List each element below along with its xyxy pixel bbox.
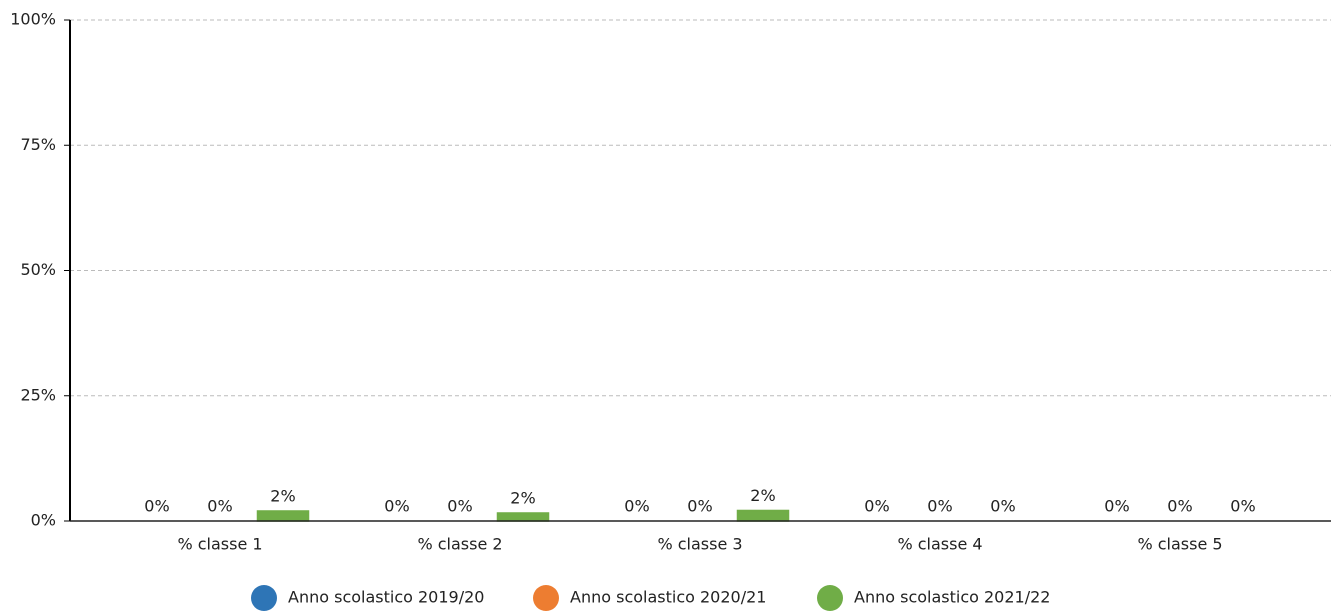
value-label: 0% [144,497,169,516]
value-label: 0% [1104,497,1129,516]
x-tick-label: % classe 1 [177,535,262,554]
value-label: 0% [624,497,649,516]
legend-label: Anno scolastico 2019/20 [288,588,484,607]
value-label: 0% [864,497,889,516]
value-label: 0% [687,497,712,516]
value-label: 0% [384,497,409,516]
value-label: 2% [750,486,775,505]
legend-label: Anno scolastico 2020/21 [570,588,766,607]
y-tick-label: 50% [20,260,56,279]
y-tick-label: 100% [10,10,56,29]
value-label: 0% [207,497,232,516]
value-label: 0% [1230,497,1255,516]
bar [496,512,550,522]
value-label: 0% [447,497,472,516]
value-label: 0% [927,497,952,516]
x-tick-label: % classe 5 [1137,535,1222,554]
value-label: 0% [990,497,1015,516]
x-tick-label: % classe 3 [657,535,742,554]
x-tick-label: % classe 2 [417,535,502,554]
y-tick-label: 25% [20,385,56,404]
bar [256,510,310,522]
bar [736,509,790,522]
x-tick-label: % classe 4 [897,535,982,554]
legend-label: Anno scolastico 2021/22 [854,588,1050,607]
y-tick-label: 0% [31,511,56,530]
legend-marker [817,585,843,611]
value-label: 2% [270,486,295,505]
value-label: 2% [510,488,535,507]
legend-marker [251,585,277,611]
legend-marker [533,585,559,611]
y-tick-label: 75% [20,135,56,154]
value-label: 0% [1167,497,1192,516]
